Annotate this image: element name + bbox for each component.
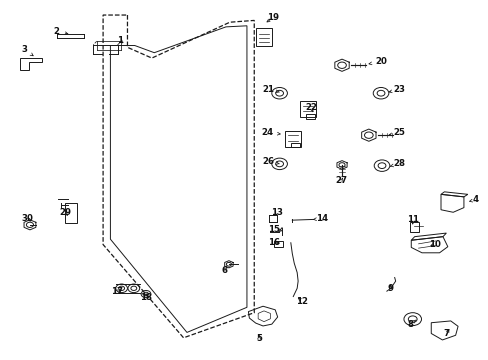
Text: 8: 8 <box>407 320 415 329</box>
Text: 27: 27 <box>334 176 346 185</box>
Text: 20: 20 <box>368 57 386 66</box>
Text: 7: 7 <box>443 329 449 338</box>
Text: 17: 17 <box>110 287 122 296</box>
Text: 18: 18 <box>140 293 152 302</box>
Text: 24: 24 <box>261 128 280 137</box>
Text: 12: 12 <box>295 297 307 306</box>
Text: 4: 4 <box>468 195 478 204</box>
Text: 29: 29 <box>59 208 71 217</box>
Bar <box>256 28 271 45</box>
Text: 2: 2 <box>54 27 68 36</box>
Text: 1: 1 <box>117 36 123 45</box>
Bar <box>285 131 301 147</box>
Text: 21: 21 <box>262 85 279 94</box>
Text: 19: 19 <box>266 13 278 22</box>
Text: 23: 23 <box>388 85 405 94</box>
Bar <box>305 114 314 119</box>
Text: 16: 16 <box>267 238 279 247</box>
Text: 11: 11 <box>406 215 418 224</box>
Bar <box>300 101 315 117</box>
Text: 13: 13 <box>270 208 282 217</box>
Text: 22: 22 <box>305 103 317 112</box>
Text: 6: 6 <box>222 266 227 275</box>
Bar <box>65 203 77 223</box>
Text: 26: 26 <box>262 157 279 166</box>
Bar <box>274 241 283 247</box>
Bar <box>291 143 300 147</box>
Text: 14: 14 <box>313 214 328 223</box>
Text: 15: 15 <box>267 225 282 234</box>
Text: 25: 25 <box>388 128 405 137</box>
Text: 5: 5 <box>256 334 262 343</box>
Bar <box>409 222 418 232</box>
Text: 30: 30 <box>21 214 33 223</box>
Text: 10: 10 <box>428 240 440 249</box>
Text: 28: 28 <box>390 159 405 168</box>
Text: 9: 9 <box>387 284 393 293</box>
Text: 3: 3 <box>21 45 33 56</box>
